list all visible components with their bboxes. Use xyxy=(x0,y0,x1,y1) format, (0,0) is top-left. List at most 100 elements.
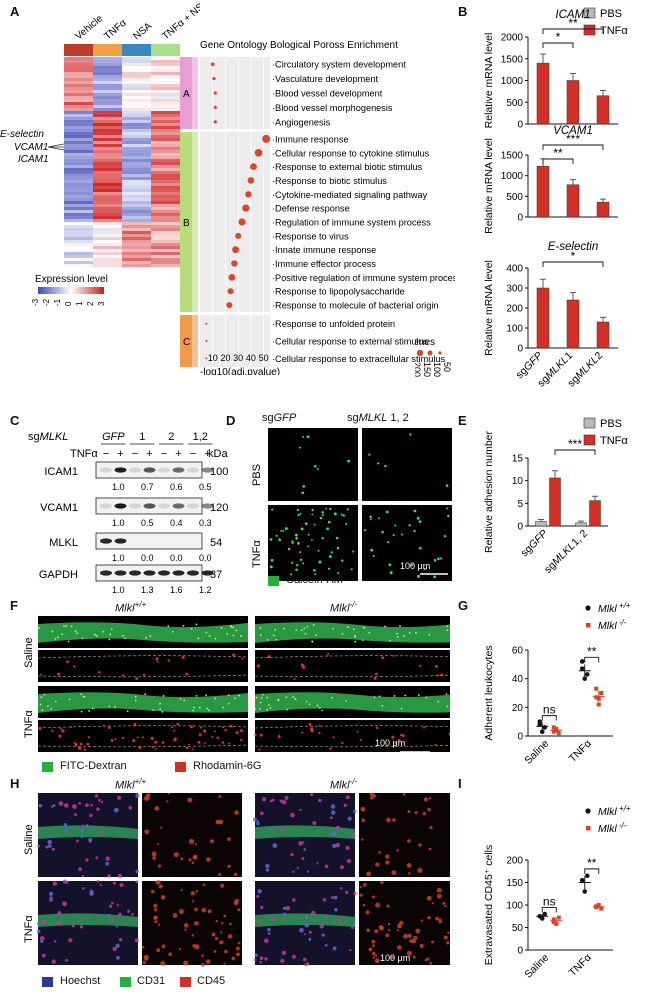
cell-dot xyxy=(330,551,333,554)
heatmap-cell xyxy=(151,57,181,61)
y-tick: 40 xyxy=(512,674,524,685)
y-tick: 200 xyxy=(506,304,523,315)
y-tick: 150 xyxy=(506,878,523,889)
cluster-bar xyxy=(180,315,192,367)
wb-treat-sign: − xyxy=(161,448,167,460)
heatmap-cell xyxy=(122,162,152,166)
heatmap-cell xyxy=(64,126,94,130)
go-point xyxy=(213,120,217,124)
cell-dot xyxy=(389,571,393,575)
heatmap-cell xyxy=(151,90,181,94)
sig-label: *** xyxy=(568,437,582,451)
heatmap-cell xyxy=(93,177,123,181)
cell-dot xyxy=(275,534,278,537)
cell-dot xyxy=(401,533,404,536)
sig-bracket xyxy=(541,906,557,913)
heatmap-cell xyxy=(122,96,152,100)
condition-bar xyxy=(122,44,151,56)
cell-dot xyxy=(437,557,440,561)
heatmap-cell xyxy=(64,141,94,145)
kda-label: kDa xyxy=(208,448,228,460)
go-panel: Gene Ontology Bological Poross Enrichmen… xyxy=(180,40,455,375)
data-point xyxy=(551,725,556,730)
d-scale-label: 100 μm xyxy=(400,561,430,571)
cell-dot xyxy=(340,513,343,516)
y-tick: 50 xyxy=(512,923,524,934)
heatmap-cell xyxy=(122,156,152,160)
heatmap-cell xyxy=(64,258,94,262)
heatmap-cell xyxy=(64,261,94,265)
wb-quant: 1.0 xyxy=(112,553,125,563)
y-tick: 0 xyxy=(517,120,523,131)
bar xyxy=(596,321,610,349)
heatmap-cell xyxy=(151,183,181,187)
condition-label: Vehicle xyxy=(73,13,105,42)
y-tick: 0 xyxy=(517,522,523,533)
heatmap-cell xyxy=(151,111,181,115)
cluster-bar xyxy=(180,132,192,312)
cell-dot xyxy=(296,541,300,545)
cell-dot xyxy=(311,539,313,541)
heatmap-cell xyxy=(64,204,94,208)
heatmap-cell xyxy=(93,57,123,61)
condition-bar xyxy=(64,44,93,56)
cell-dot xyxy=(299,551,301,554)
cell-dot xyxy=(297,513,300,517)
heatmap-cell xyxy=(122,126,152,130)
condition-label: NSA xyxy=(131,20,154,42)
legend-wt-label: Mlkl +/+ xyxy=(598,804,631,818)
heatmap-cell xyxy=(93,84,123,88)
cell-dot xyxy=(417,574,420,578)
heatmap-cell xyxy=(151,141,181,145)
sig-label: ** xyxy=(587,856,597,870)
go-point xyxy=(262,134,271,143)
d-img-pbs-gfp xyxy=(268,428,358,501)
legend-ko-marker xyxy=(586,826,591,831)
y-tick: 100 xyxy=(506,324,523,335)
cell-dot xyxy=(270,558,274,562)
heatmap-cell xyxy=(64,75,94,79)
heatmap-cell xyxy=(151,126,181,130)
go-xtick: 50 xyxy=(259,353,269,363)
sig-label: ** xyxy=(553,146,563,160)
legend-ko-marker xyxy=(586,623,591,628)
heatmap-cell xyxy=(93,90,123,94)
heatmap-cell xyxy=(122,147,152,151)
cell-dot xyxy=(352,550,355,553)
cell-dot xyxy=(368,453,371,456)
legend-e-tnf-swatch xyxy=(583,434,596,446)
cell-dot xyxy=(302,435,305,438)
cell-dot xyxy=(341,559,344,562)
go-term: ·Circulatory system development xyxy=(272,60,406,70)
heatmap-cell xyxy=(151,108,181,112)
heatmap-cell xyxy=(122,84,152,88)
heatmap-cell xyxy=(64,147,94,151)
heatmap-cell xyxy=(151,252,181,256)
d-legend-label: Calcein-AM xyxy=(286,574,343,586)
panel-d: sgGFP sgMLKL 1, 2 PBS TNFα 100 μm Calcei… xyxy=(250,412,460,587)
bar xyxy=(566,299,580,349)
sig-bracket xyxy=(542,42,574,48)
heatmap-cell xyxy=(122,66,152,70)
wb-band xyxy=(114,538,127,544)
chart-title: ICAM1 xyxy=(555,9,590,21)
heatmap-cell xyxy=(122,174,152,178)
h-legend3-swatch xyxy=(180,977,191,987)
heatmap-cell xyxy=(93,174,123,178)
cell-dot xyxy=(394,524,397,527)
legend-e-pbs-label: PBS xyxy=(600,418,622,430)
go-point xyxy=(247,177,255,184)
y-tick: 300 xyxy=(506,284,523,295)
wb-quant: 0.0 xyxy=(199,553,212,563)
go-bg xyxy=(200,315,270,367)
go-point xyxy=(242,204,250,212)
cell-dot xyxy=(299,558,303,561)
d-row1-label: PBS xyxy=(251,464,263,486)
heatmap-cell xyxy=(151,69,181,73)
cell-dot xyxy=(408,524,411,527)
heatmap-cell xyxy=(151,207,181,211)
chart-eselectin: 0 100 200 300 400 Relative mRNA level E-select… xyxy=(483,241,618,389)
tnf-label: TNFα xyxy=(70,448,98,460)
heatmap-cell xyxy=(64,150,94,154)
cell-dot xyxy=(326,527,329,531)
